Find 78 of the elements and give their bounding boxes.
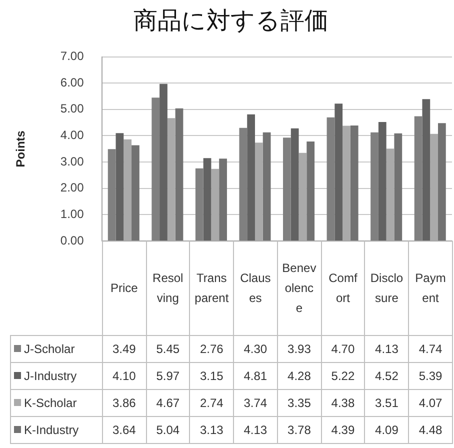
y-tick-label: 5.00 bbox=[60, 102, 84, 116]
y-tick-label: 6.00 bbox=[60, 75, 84, 90]
bar bbox=[350, 125, 358, 240]
data-label: 4.70 bbox=[321, 335, 365, 362]
x-tick-label: Transparent bbox=[190, 241, 234, 335]
data-label: 5.39 bbox=[408, 362, 452, 389]
legend-label: J-Industry bbox=[24, 368, 77, 382]
y-tick-label: 7.00 bbox=[60, 49, 84, 64]
legend-label: J-Scholar bbox=[24, 342, 75, 356]
data-label: 4.81 bbox=[234, 362, 278, 389]
bar bbox=[370, 132, 378, 240]
data-label: 3.49 bbox=[102, 335, 146, 362]
y-axis-title: Points bbox=[14, 130, 28, 168]
data-label: 4.74 bbox=[408, 335, 452, 362]
data-label: 3.93 bbox=[277, 335, 322, 362]
data-label: 3.51 bbox=[364, 389, 409, 416]
bar bbox=[247, 114, 255, 240]
data-label: 4.38 bbox=[321, 389, 365, 416]
legend-label: K-Scholar bbox=[24, 396, 77, 410]
legend-label: K-Industry bbox=[24, 422, 79, 436]
bar bbox=[175, 108, 184, 240]
chart-title: 商品に対する評価 bbox=[134, 6, 328, 35]
data-label: 5.04 bbox=[146, 416, 190, 443]
y-tick-label: 1.00 bbox=[60, 207, 84, 221]
bar bbox=[422, 99, 430, 240]
data-label: 3.35 bbox=[277, 389, 322, 416]
bar bbox=[306, 142, 315, 240]
data-label: 3.74 bbox=[234, 389, 278, 416]
y-tick-label: 3.00 bbox=[60, 154, 84, 168]
bar bbox=[262, 132, 271, 240]
bar bbox=[108, 149, 116, 240]
bar bbox=[414, 116, 422, 240]
data-label: 4.13 bbox=[364, 335, 409, 362]
x-tick-label: Clauses bbox=[234, 241, 278, 335]
y-tick-label: 2.00 bbox=[60, 180, 84, 195]
data-label: 3.64 bbox=[102, 416, 146, 443]
bar bbox=[239, 128, 248, 240]
bar bbox=[394, 133, 402, 240]
data-label: 4.09 bbox=[364, 416, 409, 443]
data-label: 4.67 bbox=[146, 389, 190, 416]
data-label: 4.28 bbox=[277, 362, 322, 389]
x-tick-label: Comfort bbox=[321, 241, 365, 335]
data-label: 3.78 bbox=[277, 416, 322, 443]
data-label: 3.15 bbox=[190, 362, 234, 389]
bar bbox=[219, 158, 227, 240]
bar bbox=[132, 145, 140, 240]
data-label: 4.52 bbox=[364, 362, 409, 389]
data-label: 4.13 bbox=[234, 416, 278, 443]
bar bbox=[152, 98, 160, 240]
data-label: 5.97 bbox=[146, 362, 190, 389]
bar bbox=[378, 122, 386, 240]
data-label: 4.10 bbox=[102, 362, 146, 389]
data-label: 2.74 bbox=[190, 389, 234, 416]
data-label: 4.39 bbox=[321, 416, 365, 443]
x-tick-label: Resolving bbox=[146, 241, 190, 335]
data-label: 3.13 bbox=[190, 416, 234, 443]
x-tick-label: Disclosure bbox=[364, 241, 409, 335]
bar bbox=[195, 168, 204, 240]
bar bbox=[438, 123, 446, 240]
x-tick-label: Benevolence bbox=[277, 241, 322, 335]
bar bbox=[203, 158, 212, 240]
y-tick-label: 0.00 bbox=[60, 233, 84, 248]
y-tick-label: 4.00 bbox=[60, 128, 84, 142]
data-label: 3.86 bbox=[102, 389, 146, 416]
data-label: 4.30 bbox=[234, 335, 278, 362]
bar bbox=[326, 117, 335, 240]
data-label: 5.22 bbox=[321, 362, 365, 389]
data-label: 2.76 bbox=[190, 335, 234, 362]
bar bbox=[116, 133, 124, 240]
data-label: 4.48 bbox=[408, 416, 452, 443]
bar bbox=[290, 128, 299, 240]
bar bbox=[283, 138, 291, 240]
data-label: 4.07 bbox=[408, 389, 452, 416]
x-tick-label: Price bbox=[102, 241, 146, 335]
bar bbox=[334, 104, 343, 240]
data-label: 5.45 bbox=[146, 335, 190, 362]
bar bbox=[160, 84, 168, 240]
x-tick-label: Payment bbox=[408, 241, 452, 335]
